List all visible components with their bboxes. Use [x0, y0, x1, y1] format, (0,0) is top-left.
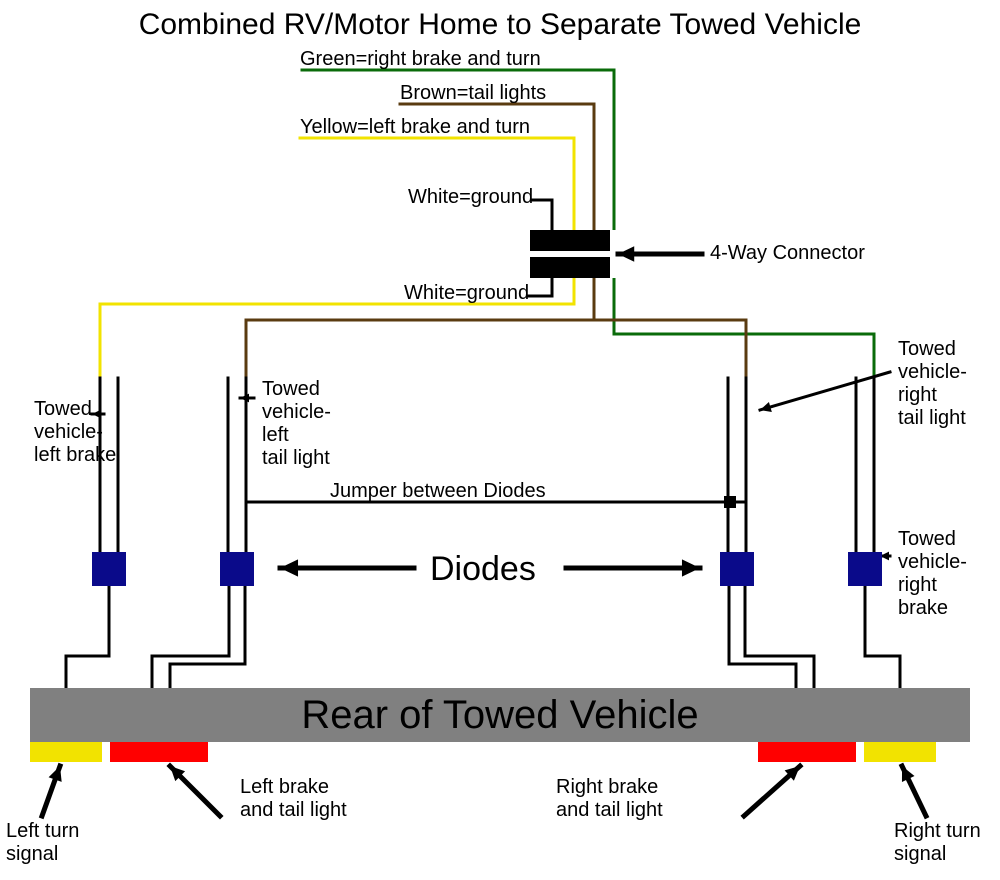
diode-left-tail: [220, 552, 254, 586]
wire-label-white-bottom: White=ground: [404, 282, 529, 305]
wire-label-brown: Brown=tail lights: [400, 82, 546, 105]
right-turn-signal-label: Right turn signal: [894, 820, 981, 866]
diodes-label: Diodes: [430, 550, 536, 589]
right-brake-tail-light: [758, 742, 856, 762]
towed-left-tail-label: Towed vehicle- left tail light: [262, 378, 331, 470]
left-brake-tail-light: [110, 742, 208, 762]
right-turn-signal-light: [864, 742, 936, 762]
four-way-connector-top: [530, 230, 610, 251]
jumper-label: Jumper between Diodes: [330, 480, 546, 503]
diode-left-brake: [92, 552, 126, 586]
right-brake-tail-label: Right brake and tail light: [556, 776, 663, 822]
rear-of-vehicle-bar: Rear of Towed Vehicle: [30, 688, 970, 742]
towed-right-tail-label: Towed vehicle- right tail light: [898, 338, 967, 430]
left-turn-signal-label: Left turn signal: [6, 820, 79, 866]
diagram-stage: { "title": "Combined RV/Motor Home to Se…: [0, 0, 1000, 880]
towed-right-brake-label: Towed vehicle- right brake: [898, 528, 967, 620]
wire-label-green: Green=right brake and turn: [300, 48, 541, 71]
left-turn-signal-light: [30, 742, 102, 762]
towed-left-brake-label: Towed vehicle- left brake: [34, 398, 116, 467]
left-brake-tail-label: Left brake and tail light: [240, 776, 347, 822]
diode-right-tail: [720, 552, 754, 586]
four-way-connector-bottom: [530, 257, 610, 278]
wire-label-white-top: White=ground: [408, 186, 533, 209]
diode-right-brake: [848, 552, 882, 586]
rear-of-vehicle-label: Rear of Towed Vehicle: [30, 688, 970, 742]
connector-label: 4-Way Connector: [710, 242, 865, 265]
wire-label-yellow: Yellow=left brake and turn: [300, 116, 530, 139]
